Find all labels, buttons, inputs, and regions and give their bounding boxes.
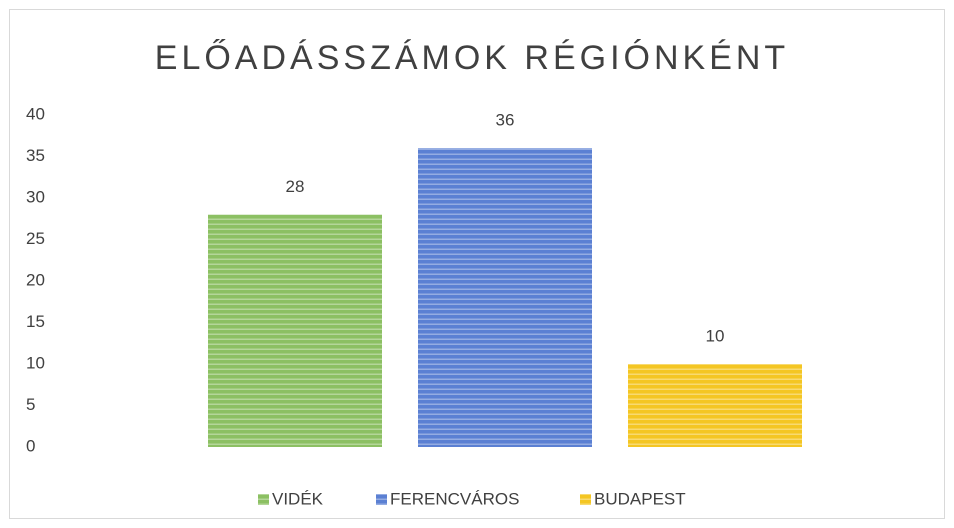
legend-label: BUDAPEST [594,489,686,508]
y-tick-label: 25 [26,229,45,248]
legend-swatch [580,494,591,505]
legend-swatch [258,494,269,505]
bar [628,364,802,447]
y-tick-label: 40 [26,104,45,123]
y-tick-label: 20 [26,270,45,289]
legend-label: VIDÉK [272,489,324,508]
chart-title: ELŐADÁSSZÁMOK RÉGIÓNKÉNT [155,39,789,77]
legend-label: FERENCVÁROS [390,489,519,508]
y-tick-label: 30 [26,187,45,206]
y-tick-label: 10 [26,353,45,372]
bar [418,148,592,447]
legend-swatch [376,494,387,505]
data-label: 10 [706,326,725,345]
y-tick-label: 35 [26,146,45,165]
y-tick-label: 15 [26,312,45,331]
data-label: 36 [496,111,515,130]
y-tick-label: 5 [26,395,35,414]
data-label: 28 [286,177,305,196]
bar [208,214,382,447]
y-tick-label: 0 [26,436,35,455]
